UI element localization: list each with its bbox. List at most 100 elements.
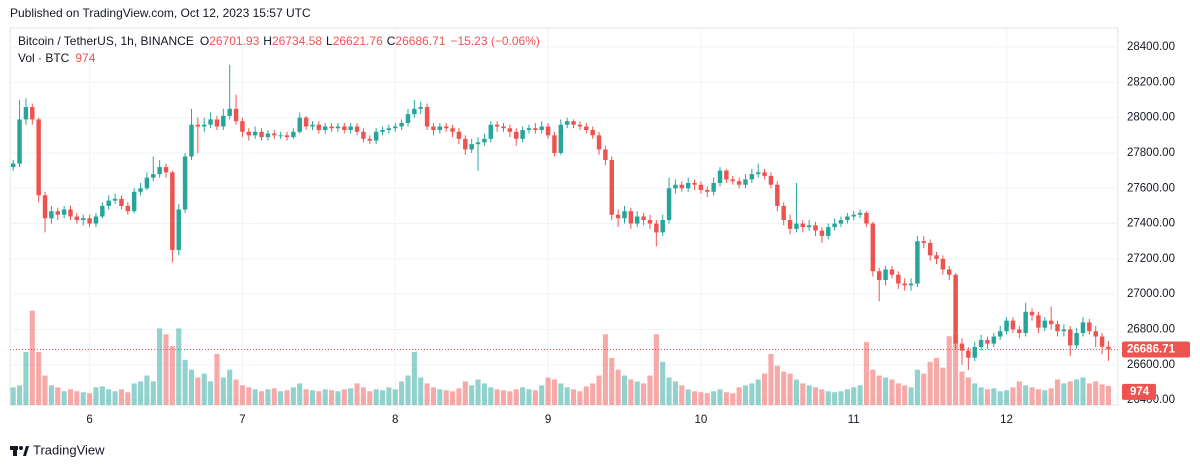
candle-body [418, 107, 423, 109]
legend-key: L [326, 34, 333, 48]
candle-body [902, 283, 907, 286]
volume-legend: Vol · BTC 974 [18, 51, 96, 65]
volume-bar [755, 379, 761, 405]
candle-body [736, 181, 742, 185]
candle-body [49, 211, 54, 219]
volume-bar [220, 377, 226, 405]
candle-body [520, 130, 525, 139]
volume-bar [749, 383, 755, 405]
volume-bar [717, 389, 723, 405]
volume-bar [475, 379, 481, 405]
candle-body [373, 131, 379, 141]
volume-bar [1086, 383, 1092, 405]
x-tick-label: 8 [392, 414, 398, 426]
volume-bar [239, 385, 245, 405]
candle-body [443, 126, 449, 129]
candle-body [908, 283, 914, 286]
candle-body [870, 223, 876, 272]
candle-body [163, 167, 169, 173]
volume-bar [908, 387, 914, 405]
candle-body [221, 115, 226, 127]
legend-change: −15.23 (−0.06%) [450, 34, 539, 48]
candle-body [214, 119, 220, 127]
candle-body [845, 216, 850, 221]
volume-bar [558, 383, 564, 405]
volume-bar [914, 369, 920, 405]
candle-body [539, 126, 544, 131]
y-tick-label: 27600.00 [1127, 182, 1175, 194]
volume-bar [284, 390, 290, 405]
candle-body [316, 124, 322, 131]
candle-body [571, 121, 576, 125]
volume-bar [430, 387, 437, 405]
candle-body [768, 175, 774, 185]
volume-bar [329, 390, 335, 405]
volume-bar [373, 389, 379, 405]
candle-body [265, 133, 271, 138]
volume-bar [500, 390, 507, 405]
candle-body [698, 184, 704, 191]
candle-body [227, 108, 232, 116]
volume-bar [787, 373, 793, 405]
candle-body [195, 124, 201, 127]
candle-body [622, 211, 627, 219]
volume-bar [781, 371, 787, 405]
candle-body [170, 172, 175, 251]
volume-bar [762, 373, 768, 405]
volume-bar [418, 377, 424, 405]
candle-body [1087, 322, 1092, 332]
candle-body [755, 172, 761, 175]
volume-bar [386, 387, 392, 405]
candle-body [940, 258, 946, 270]
volume-bar [443, 390, 449, 405]
volume-bar [23, 351, 29, 405]
volume-bar [456, 388, 462, 405]
candle-body [997, 331, 1003, 337]
pane-frame [9, 27, 1119, 406]
volume-bar [1010, 387, 1016, 405]
candle-body [921, 241, 927, 243]
volume-bar [832, 392, 838, 405]
candle-body [272, 133, 277, 136]
candle-body [1080, 322, 1086, 333]
candle-body [1036, 315, 1041, 328]
candle-body [1029, 311, 1035, 316]
candle-body [628, 211, 634, 224]
candle-body [762, 172, 767, 176]
volume-bar [488, 387, 494, 405]
candle-body [157, 167, 162, 175]
volume-bar [265, 389, 271, 405]
volume-bar [933, 357, 940, 405]
volume-bar [208, 381, 214, 405]
y-tick-label: 28000.00 [1127, 112, 1175, 124]
volume-bar [583, 386, 589, 405]
volume-bar [564, 387, 570, 405]
volume-bar [1054, 379, 1061, 405]
volume-bar [793, 379, 799, 405]
volume-bar [679, 385, 685, 405]
candle-body [1017, 329, 1022, 333]
volume-bar [1004, 390, 1010, 405]
candle-body [10, 163, 16, 168]
volume-bar [812, 387, 819, 405]
volume-bar [615, 369, 621, 405]
candle-body [966, 350, 971, 358]
candle-body [87, 218, 92, 224]
volume-bar [825, 391, 831, 405]
legend-value: 26621.76 [333, 34, 383, 48]
candle-body [399, 122, 404, 127]
volume-bar [195, 377, 201, 405]
candle-body [749, 174, 755, 180]
candle-body [673, 184, 678, 189]
volume-bar [876, 375, 882, 405]
volume-bar [883, 377, 889, 405]
candle-body [857, 212, 863, 215]
volume-bar [469, 385, 475, 405]
candle-body [978, 340, 984, 348]
volume-bar [953, 334, 959, 405]
volume-bar [29, 310, 35, 405]
volume-bar [1105, 385, 1111, 405]
candle-body [380, 130, 385, 132]
candle-body [475, 142, 481, 145]
volume-bar [405, 375, 411, 405]
